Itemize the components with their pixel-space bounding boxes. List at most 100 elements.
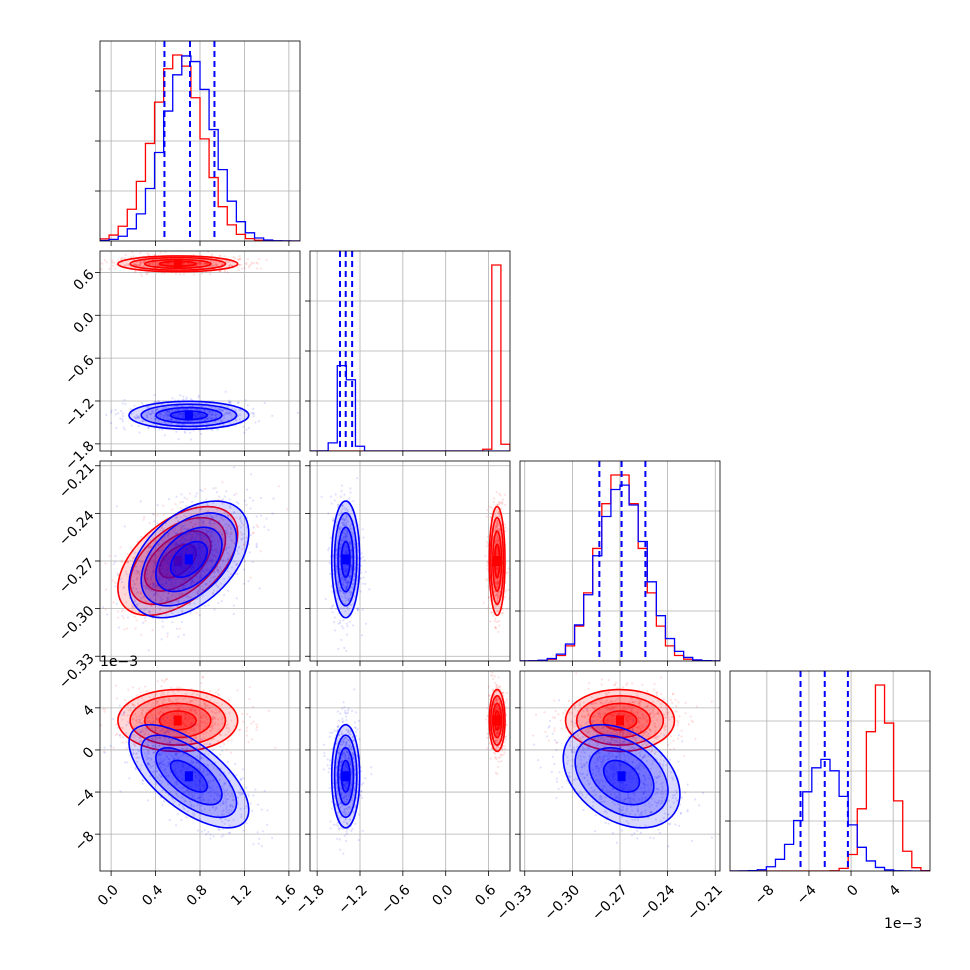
scatter-point bbox=[186, 539, 189, 542]
scatter-point bbox=[211, 522, 214, 525]
scatter-point bbox=[228, 498, 231, 501]
scatter-point bbox=[166, 535, 170, 539]
scatter-point bbox=[210, 560, 213, 563]
scatter-point bbox=[139, 691, 143, 694]
scatter-point bbox=[152, 263, 155, 267]
scatter-point bbox=[213, 701, 216, 704]
scatter-point bbox=[213, 554, 216, 557]
scatter-point bbox=[204, 552, 207, 555]
scatter-point bbox=[184, 577, 187, 581]
scatter-point bbox=[198, 262, 201, 266]
scatter-point bbox=[190, 581, 194, 584]
scatter-point bbox=[115, 426, 118, 429]
scatter-point bbox=[168, 411, 171, 414]
scatter-point bbox=[174, 528, 177, 531]
scatter-point bbox=[495, 578, 498, 581]
scatter-point bbox=[153, 563, 156, 566]
scatter-point bbox=[139, 260, 142, 263]
scatter-point bbox=[338, 621, 342, 625]
scatter-point bbox=[349, 528, 352, 531]
scatter-point bbox=[137, 415, 140, 418]
scatter-point bbox=[245, 503, 248, 506]
scatter-point bbox=[199, 488, 202, 492]
scatter-point bbox=[228, 698, 231, 702]
scatter-point bbox=[186, 528, 189, 531]
scatter-point bbox=[123, 628, 126, 631]
scatter-point bbox=[133, 583, 136, 586]
scatter-point bbox=[241, 548, 244, 551]
scatter-point bbox=[139, 261, 142, 264]
scatter-point bbox=[179, 527, 183, 530]
scatter-point bbox=[214, 413, 218, 416]
scatter-point bbox=[219, 269, 222, 273]
scatter-point bbox=[156, 718, 159, 721]
scatter-point bbox=[344, 570, 347, 573]
scatter-point bbox=[162, 406, 165, 409]
scatter-point bbox=[335, 563, 338, 566]
scatter-point bbox=[496, 528, 500, 531]
scatter-point bbox=[165, 262, 168, 265]
scatter-point bbox=[235, 562, 239, 565]
scatter-point bbox=[174, 532, 177, 535]
scatter-point bbox=[179, 405, 182, 408]
scatter-point bbox=[156, 584, 159, 587]
scatter-point bbox=[340, 511, 343, 515]
scatter-point bbox=[209, 530, 212, 534]
scatter-point bbox=[150, 588, 153, 592]
y-tick-label: −1.2 bbox=[62, 395, 97, 430]
scatter-point bbox=[125, 747, 128, 750]
scatter-point bbox=[495, 565, 498, 569]
scatter-point bbox=[207, 516, 210, 520]
scatter-point bbox=[187, 552, 190, 555]
scatter-point bbox=[346, 530, 350, 533]
scatter-point bbox=[219, 558, 222, 561]
scatter-point bbox=[496, 594, 499, 597]
contour-blue bbox=[330, 500, 361, 619]
scatter-point bbox=[193, 562, 197, 566]
scatter-point bbox=[222, 559, 225, 562]
scatter-point bbox=[346, 582, 349, 585]
scatter-point bbox=[252, 412, 255, 415]
scatter-point bbox=[172, 569, 175, 572]
scatter-point bbox=[239, 263, 242, 267]
scatter-point bbox=[203, 409, 207, 413]
scatter-point bbox=[207, 251, 210, 253]
scatter-point bbox=[108, 267, 111, 270]
scatter-point bbox=[205, 541, 208, 544]
scatter-point bbox=[114, 733, 117, 737]
scatter-point bbox=[198, 419, 201, 423]
scatter-point bbox=[150, 417, 153, 420]
scatter-point bbox=[165, 613, 168, 616]
scatter-point bbox=[201, 711, 204, 714]
scatter-point bbox=[144, 584, 147, 588]
scatter-point bbox=[190, 537, 193, 540]
scatter-point bbox=[340, 518, 343, 521]
scatter-point bbox=[339, 567, 342, 571]
scatter-point bbox=[193, 728, 196, 731]
scatter-point bbox=[162, 572, 166, 575]
scatter-point bbox=[178, 627, 181, 630]
scatter-point bbox=[495, 538, 498, 541]
scatter-point bbox=[239, 413, 242, 416]
scatter-point bbox=[209, 523, 212, 527]
scatter-point bbox=[174, 419, 177, 422]
scatter-point bbox=[175, 712, 178, 715]
scatter-point bbox=[220, 410, 223, 413]
scatter-point bbox=[159, 416, 162, 419]
scatter-point bbox=[153, 540, 156, 543]
scatter-point bbox=[361, 528, 364, 531]
scatter-point bbox=[154, 592, 157, 595]
scatter-point bbox=[141, 420, 145, 423]
scatter-point bbox=[176, 553, 180, 556]
scatter-point bbox=[492, 501, 495, 504]
scatter-point bbox=[191, 533, 194, 536]
scatter-point bbox=[205, 529, 208, 532]
scatter-point bbox=[190, 570, 194, 573]
scatter-point bbox=[161, 700, 164, 703]
scatter-point bbox=[368, 588, 371, 591]
scatter-point bbox=[116, 573, 120, 576]
scatter-point bbox=[169, 262, 172, 265]
scatter-point bbox=[157, 576, 160, 580]
scatter-point bbox=[496, 580, 499, 583]
scatter-point bbox=[159, 412, 163, 416]
